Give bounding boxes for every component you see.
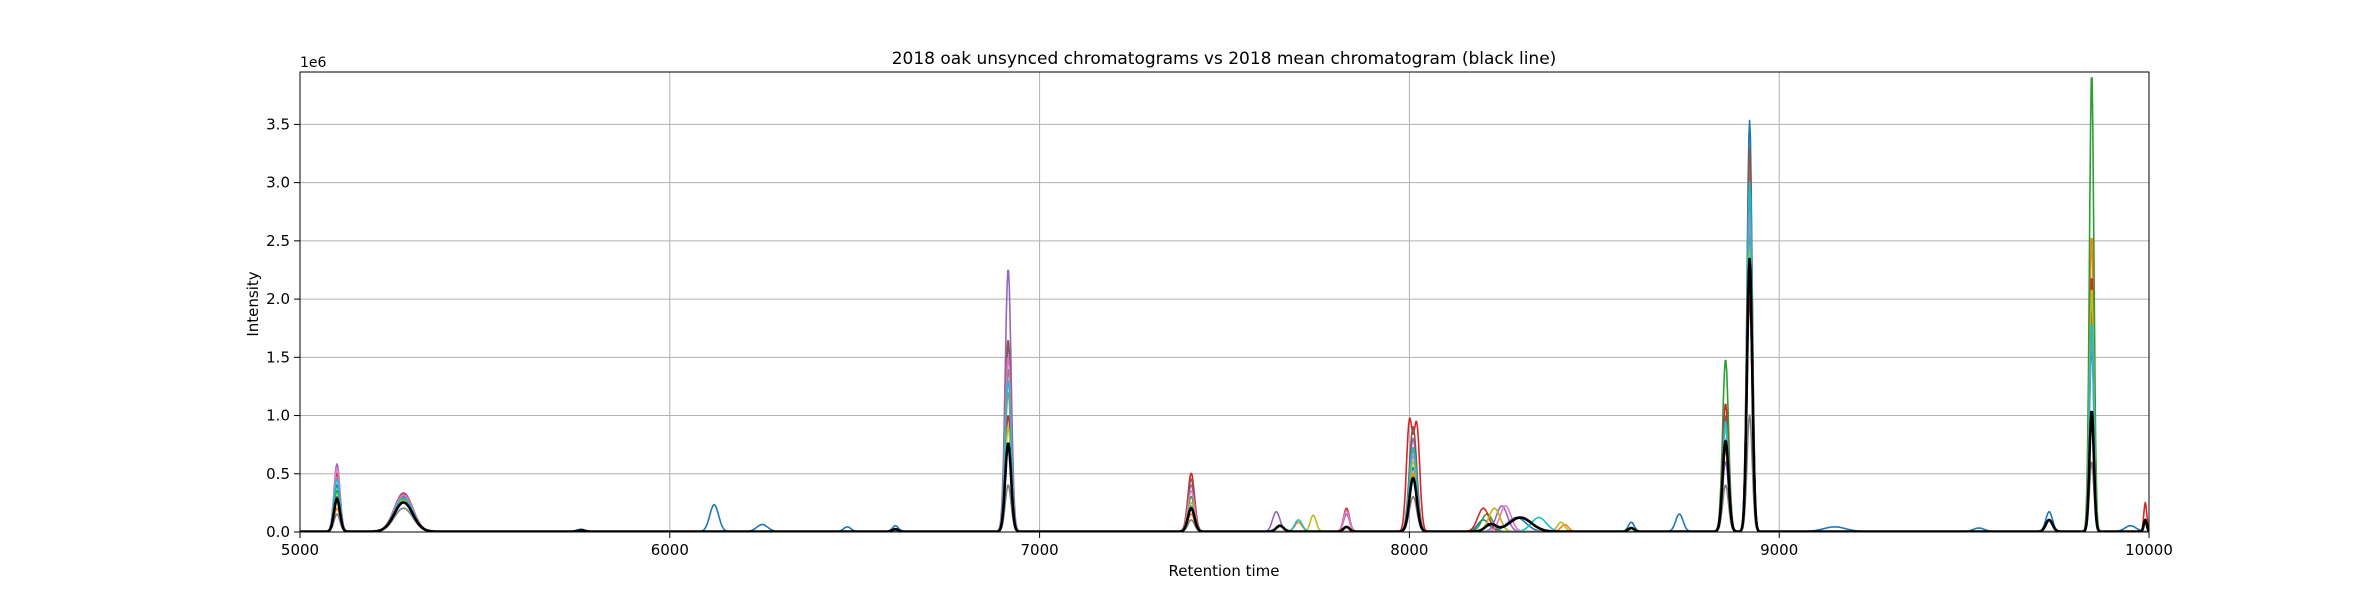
y-axis-label: Intensity: [244, 271, 262, 336]
y-tick-label: 0.5: [266, 465, 290, 483]
y-tick-label: 2.0: [266, 290, 290, 308]
chart-title: 2018 oak unsynced chromatograms vs 2018 …: [892, 49, 1557, 69]
x-tick-label: 9000: [1760, 541, 1798, 559]
y-axis-ticks: 0.0 0.5 1.0 1.5 2.0 2.5 3.0 3.5: [266, 115, 300, 541]
plot-frame: [299, 71, 2150, 533]
y-tick-label: 1.5: [266, 348, 290, 366]
y-tick-label: 1.0: [266, 407, 290, 425]
x-tick-label: 7000: [1021, 541, 1059, 559]
x-axis-label: Retention time: [1169, 562, 1280, 580]
x-axis-ticks: 5000 6000 7000 8000 9000 10000: [281, 532, 2173, 559]
x-tick-label: 6000: [651, 541, 689, 559]
y-tick-label: 2.5: [266, 232, 290, 250]
x-tick-label: 10000: [2125, 541, 2173, 559]
y-tick-label: 3.5: [266, 115, 290, 133]
y-tick-label: 3.0: [266, 174, 290, 192]
x-tick-label: 5000: [281, 541, 319, 559]
y-tick-label: 0.0: [266, 523, 290, 541]
y-offset-text: 1e6: [300, 55, 327, 71]
x-tick-label: 8000: [1390, 541, 1428, 559]
